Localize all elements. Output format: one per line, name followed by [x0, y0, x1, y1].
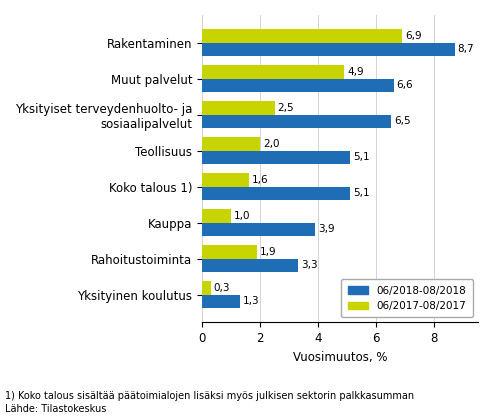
Bar [202, 187, 350, 201]
Bar [202, 281, 211, 295]
Bar [202, 295, 240, 308]
Text: 4,9: 4,9 [347, 67, 364, 77]
Text: 6,6: 6,6 [397, 80, 413, 91]
Bar [202, 115, 391, 128]
Text: 1,0: 1,0 [234, 211, 250, 221]
Text: 0,3: 0,3 [213, 283, 230, 293]
Text: 2,5: 2,5 [278, 103, 294, 113]
Text: 1,3: 1,3 [243, 297, 259, 307]
Bar [202, 79, 394, 92]
Bar [202, 245, 257, 259]
Text: 2,0: 2,0 [263, 139, 280, 149]
Bar [202, 259, 298, 272]
Bar [202, 151, 350, 164]
Text: Lähde: Tilastokeskus: Lähde: Tilastokeskus [5, 404, 106, 414]
X-axis label: Vuosimuutos, %: Vuosimuutos, % [293, 351, 387, 364]
Text: 3,3: 3,3 [301, 260, 317, 270]
Text: 5,1: 5,1 [353, 188, 370, 198]
Text: 1,6: 1,6 [251, 175, 268, 185]
Bar [202, 173, 248, 187]
Bar [202, 223, 316, 236]
Bar [202, 137, 260, 151]
Bar [202, 209, 231, 223]
Bar [202, 101, 275, 115]
Legend: 06/2018-08/2018, 06/2017-08/2017: 06/2018-08/2018, 06/2017-08/2017 [341, 280, 473, 317]
Text: 1,9: 1,9 [260, 247, 277, 257]
Bar [202, 43, 455, 56]
Text: 8,7: 8,7 [458, 45, 474, 54]
Bar [202, 29, 402, 43]
Text: 6,5: 6,5 [394, 116, 410, 126]
Text: 6,9: 6,9 [405, 31, 422, 41]
Text: 5,1: 5,1 [353, 153, 370, 163]
Bar [202, 65, 345, 79]
Text: 1) Koko talous sisältää päätoimialojen lisäksi myös julkisen sektorin palkkasumm: 1) Koko talous sisältää päätoimialojen l… [5, 391, 414, 401]
Text: 3,9: 3,9 [318, 225, 335, 235]
